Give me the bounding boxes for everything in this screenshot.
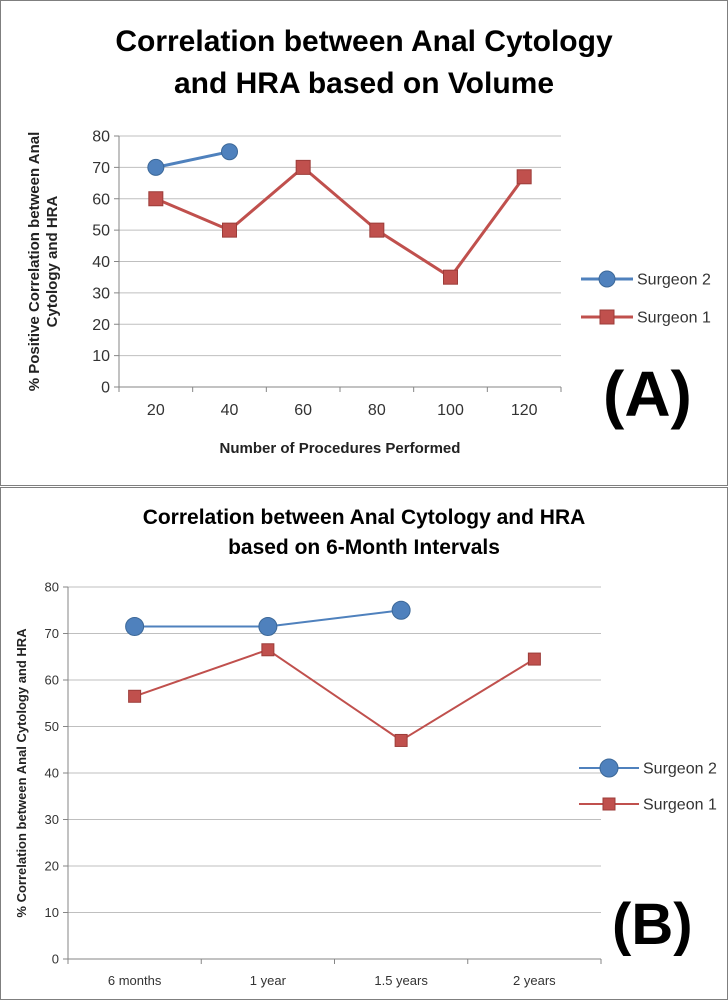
data-point bbox=[527, 652, 541, 666]
data-point bbox=[369, 222, 385, 238]
y-axis-title-line: % Correlation between Anal Cytology and … bbox=[14, 628, 29, 918]
x-tick-label: 80 bbox=[368, 402, 386, 419]
y-tick-label: 0 bbox=[101, 380, 110, 397]
line-chart: 0 10 20 30 40 50 60 70 80 6 months 1 year 1.5 years… bbox=[14, 580, 717, 988]
y-tick-label: 60 bbox=[45, 673, 59, 688]
y-tick-label: 10 bbox=[45, 905, 59, 920]
x-tick-label: 1.5 years bbox=[374, 973, 428, 988]
y-tick-label: 30 bbox=[45, 812, 59, 827]
data-point bbox=[147, 158, 165, 176]
legend-entry: Surgeon 2 bbox=[579, 758, 717, 778]
line-chart: 0 10 20 30 40 50 60 70 80 20 40 60 80 100 120 Number of… bbox=[26, 129, 711, 457]
y-axis-title: % Positive Correlation between Anal Cytol… bbox=[26, 132, 61, 392]
legend-label: Surgeon 2 bbox=[643, 761, 717, 778]
y-tick-label: 30 bbox=[92, 285, 110, 302]
chart-title-line: and HRA based on Volume bbox=[173, 67, 555, 100]
legend-marker bbox=[598, 270, 616, 288]
chart-title-line: Correlation between Anal Cytology and HR… bbox=[142, 506, 586, 529]
data-point bbox=[443, 269, 458, 285]
data-point bbox=[221, 143, 238, 161]
data-point bbox=[222, 222, 237, 238]
chart-title-line: based on 6-Month Intervals bbox=[228, 536, 500, 559]
x-tick-label: 60 bbox=[294, 402, 312, 419]
y-tick-label: 40 bbox=[45, 766, 59, 781]
y-axis-title-line: % Positive Correlation between Anal bbox=[26, 132, 43, 392]
chart-panel-b: Correlation between Anal Cytology and HR… bbox=[0, 487, 728, 1000]
data-point bbox=[391, 600, 411, 620]
y-tick-label: 50 bbox=[45, 719, 59, 734]
series-surgeon-1 bbox=[148, 159, 532, 285]
y-tick-label: 70 bbox=[45, 626, 59, 641]
y-tick-label: 60 bbox=[92, 191, 110, 208]
series-surgeon-2 bbox=[125, 600, 411, 637]
legend-label: Surgeon 1 bbox=[643, 797, 717, 814]
y-tick-label: 50 bbox=[92, 223, 110, 240]
data-point bbox=[258, 617, 278, 637]
x-tick-label: 6 months bbox=[108, 973, 162, 988]
series-surgeon-1 bbox=[128, 643, 541, 747]
x-tick-label: 20 bbox=[147, 402, 165, 419]
series-line bbox=[134, 648, 535, 742]
y-axis-title: % Correlation between Anal Cytology and … bbox=[14, 628, 29, 918]
x-tick-label: 1 year bbox=[250, 973, 287, 988]
chart-title: Correlation between Anal Cytology and HR… bbox=[1, 503, 727, 563]
series-line bbox=[155, 150, 230, 169]
x-tick-label: 120 bbox=[511, 402, 538, 419]
y-tick-label: 40 bbox=[92, 254, 110, 271]
data-point bbox=[261, 643, 275, 657]
data-point bbox=[148, 191, 164, 207]
chart-title: Correlation between Anal Cytology and HR… bbox=[1, 21, 727, 105]
panel-label: (A) bbox=[603, 358, 692, 430]
chart-title-line: Correlation between Anal Cytology bbox=[115, 25, 613, 58]
y-tick-label: 20 bbox=[45, 859, 59, 874]
x-tick-label: 2 years bbox=[513, 973, 556, 988]
legend-label: Surgeon 2 bbox=[637, 272, 711, 289]
series-surgeon-2 bbox=[147, 143, 238, 176]
chart-panel-a: Correlation between Anal Cytology and HR… bbox=[0, 0, 728, 486]
data-point bbox=[516, 169, 532, 185]
legend-marker bbox=[599, 758, 619, 778]
panel-label: (B) bbox=[612, 892, 693, 957]
y-axis-title-line: Cytology and HRA bbox=[44, 196, 61, 328]
legend-marker bbox=[599, 309, 615, 325]
x-tick-label: 100 bbox=[437, 402, 464, 419]
data-point bbox=[295, 159, 311, 175]
x-tick-label: 40 bbox=[221, 402, 239, 419]
y-tick-label: 70 bbox=[92, 160, 110, 177]
legend-entry: Surgeon 2 bbox=[581, 270, 711, 289]
y-tick-label: 0 bbox=[52, 952, 59, 967]
legend-entry: Surgeon 1 bbox=[581, 309, 711, 327]
data-point bbox=[394, 733, 408, 747]
series-line bbox=[155, 165, 526, 279]
legend-marker bbox=[602, 797, 616, 811]
y-tick-label: 80 bbox=[45, 580, 59, 595]
y-tick-label: 20 bbox=[92, 317, 110, 334]
y-tick-label: 10 bbox=[92, 348, 110, 365]
legend-label: Surgeon 1 bbox=[637, 310, 711, 327]
legend-entry: Surgeon 1 bbox=[579, 797, 717, 814]
y-tick-label: 80 bbox=[92, 129, 110, 146]
data-point bbox=[128, 689, 142, 703]
data-point bbox=[125, 617, 145, 637]
x-axis-title: Number of Procedures Performed bbox=[220, 440, 461, 457]
